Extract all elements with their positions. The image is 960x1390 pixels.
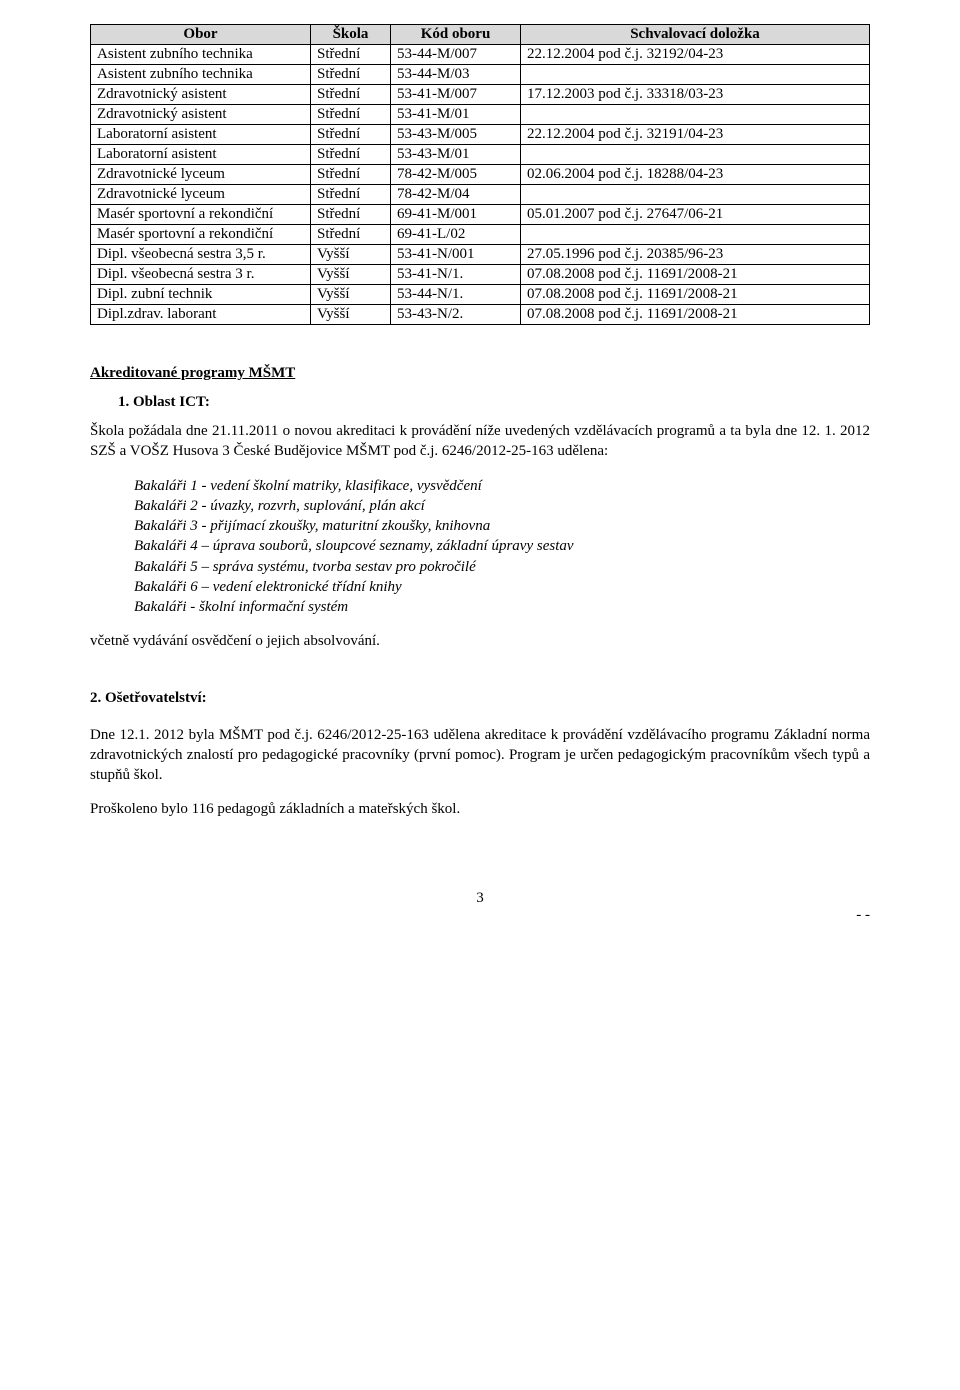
- table-cell: Vyšší: [311, 285, 391, 305]
- table-cell: Asistent zubního technika: [91, 45, 311, 65]
- table-cell: 27.05.1996 pod č.j. 20385/96-23: [521, 245, 870, 265]
- table-cell: Asistent zubního technika: [91, 65, 311, 85]
- ict-paragraph-1: Škola požádala dne 21.11.2011 o novou ak…: [90, 421, 870, 462]
- table-cell: Zdravotnické lyceum: [91, 165, 311, 185]
- table-cell: [521, 105, 870, 125]
- document-page: Obor Škola Kód oboru Schvalovací doložka…: [0, 0, 960, 954]
- ict-course-list: Bakaláři 1 - vedení školní matriky, klas…: [90, 476, 870, 618]
- col-header-kod: Kód oboru: [391, 25, 521, 45]
- fields-table: Obor Škola Kód oboru Schvalovací doložka…: [90, 24, 870, 325]
- table-cell: 07.08.2008 pod č.j. 11691/2008-21: [521, 285, 870, 305]
- table-cell: 17.12.2003 pod č.j. 33318/03-23: [521, 85, 870, 105]
- table-cell: 53-44-M/007: [391, 45, 521, 65]
- table-row: Asistent zubního technikaStřední53-44-M/…: [91, 45, 870, 65]
- table-cell: 07.08.2008 pod č.j. 11691/2008-21: [521, 305, 870, 325]
- table-cell: 53-41-M/01: [391, 105, 521, 125]
- table-row: Asistent zubního technikaStřední53-44-M/…: [91, 65, 870, 85]
- course-item: Bakaláři 3 - přijímací zkoušky, maturitn…: [134, 516, 870, 536]
- table-cell: Dipl. všeobecná sestra 3 r.: [91, 265, 311, 285]
- col-header-skola: Škola: [311, 25, 391, 45]
- table-cell: Střední: [311, 185, 391, 205]
- course-item: Bakaláři 4 – úprava souborů, sloupcové s…: [134, 536, 870, 556]
- table-row: Dipl. všeobecná sestra 3,5 r.Vyšší53-41-…: [91, 245, 870, 265]
- footer-corner: - -: [90, 907, 870, 924]
- col-header-obor: Obor: [91, 25, 311, 45]
- table-cell: Vyšší: [311, 245, 391, 265]
- osetrovatelstvi-heading: 2. Ošetřovatelství:: [90, 690, 870, 707]
- table-cell: Střední: [311, 105, 391, 125]
- table-cell: 22.12.2004 pod č.j. 32191/04-23: [521, 125, 870, 145]
- table-row: Zdravotnický asistentStřední53-41-M/01: [91, 105, 870, 125]
- table-cell: 53-44-M/03: [391, 65, 521, 85]
- table-cell: Vyšší: [311, 265, 391, 285]
- table-cell: 69-41-L/02: [391, 225, 521, 245]
- table-cell: Zdravotnický asistent: [91, 105, 311, 125]
- table-cell: 22.12.2004 pod č.j. 32192/04-23: [521, 45, 870, 65]
- table-cell: 53-44-N/1.: [391, 285, 521, 305]
- table-cell: Vyšší: [311, 305, 391, 325]
- table-cell: Střední: [311, 225, 391, 245]
- table-cell: 78-42-M/005: [391, 165, 521, 185]
- table-cell: Dipl. všeobecná sestra 3,5 r.: [91, 245, 311, 265]
- table-cell: 69-41-M/001: [391, 205, 521, 225]
- table-row: Laboratorní asistentStřední53-43-M/01: [91, 145, 870, 165]
- table-cell: Dipl. zubní technik: [91, 285, 311, 305]
- table-cell: 53-41-M/007: [391, 85, 521, 105]
- table-cell: Laboratorní asistent: [91, 125, 311, 145]
- table-cell: Střední: [311, 85, 391, 105]
- table-cell: 53-43-M/01: [391, 145, 521, 165]
- page-number: 3: [90, 890, 870, 907]
- table-cell: [521, 65, 870, 85]
- table-cell: [521, 145, 870, 165]
- table-cell: 07.08.2008 pod č.j. 11691/2008-21: [521, 265, 870, 285]
- section-title-akreditovane: Akreditované programy MŠMT: [90, 365, 870, 382]
- table-row: Dipl. všeobecná sestra 3 r.Vyšší53-41-N/…: [91, 265, 870, 285]
- table-cell: 53-41-N/1.: [391, 265, 521, 285]
- table-cell: 53-43-N/2.: [391, 305, 521, 325]
- table-cell: Zdravotnický asistent: [91, 85, 311, 105]
- table-cell: 78-42-M/04: [391, 185, 521, 205]
- table-cell: 53-43-M/005: [391, 125, 521, 145]
- table-cell: 02.06.2004 pod č.j. 18288/04-23: [521, 165, 870, 185]
- table-cell: Střední: [311, 45, 391, 65]
- col-header-dolozka: Schvalovací doložka: [521, 25, 870, 45]
- table-cell: Masér sportovní a rekondiční: [91, 225, 311, 245]
- table-row: Zdravotnický asistentStřední53-41-M/0071…: [91, 85, 870, 105]
- table-cell: Dipl.zdrav. laborant: [91, 305, 311, 325]
- osetrovatelstvi-paragraph-2: Proškoleno bylo 116 pedagogů základních …: [90, 799, 870, 819]
- table-cell: Zdravotnické lyceum: [91, 185, 311, 205]
- table-cell: Střední: [311, 65, 391, 85]
- table-cell: Masér sportovní a rekondiční: [91, 205, 311, 225]
- table-cell: [521, 185, 870, 205]
- table-row: Dipl.zdrav. laborantVyšší53-43-N/2.07.08…: [91, 305, 870, 325]
- table-row: Zdravotnické lyceumStřední78-42-M/00502.…: [91, 165, 870, 185]
- table-row: Masér sportovní a rekondičníStřední69-41…: [91, 225, 870, 245]
- table-cell: Střední: [311, 205, 391, 225]
- table-cell: Střední: [311, 145, 391, 165]
- course-item: Bakaláři 1 - vedení školní matriky, klas…: [134, 476, 870, 496]
- table-header-row: Obor Škola Kód oboru Schvalovací doložka: [91, 25, 870, 45]
- table-cell: Střední: [311, 165, 391, 185]
- table-cell: Laboratorní asistent: [91, 145, 311, 165]
- course-item: Bakaláři 2 - úvazky, rozvrh, suplování, …: [134, 496, 870, 516]
- table-row: Dipl. zubní technikVyšší53-44-N/1.07.08.…: [91, 285, 870, 305]
- table-cell: 53-41-N/001: [391, 245, 521, 265]
- table-cell: 05.01.2007 pod č.j. 27647/06-21: [521, 205, 870, 225]
- table-row: Zdravotnické lyceumStřední78-42-M/04: [91, 185, 870, 205]
- osetrovatelstvi-paragraph-1: Dne 12.1. 2012 byla MŠMT pod č.j. 6246/2…: [90, 725, 870, 786]
- course-item: Bakaláři 6 – vedení elektronické třídní …: [134, 577, 870, 597]
- course-item: Bakaláři 5 – správa systému, tvorba sest…: [134, 557, 870, 577]
- ict-heading: 1. Oblast ICT:: [118, 394, 870, 411]
- ict-paragraph-2: včetně vydávání osvědčení o jejich absol…: [90, 631, 870, 651]
- course-item: Bakaláři - školní informační systém: [134, 597, 870, 617]
- table-cell: Střední: [311, 125, 391, 145]
- table-cell: [521, 225, 870, 245]
- table-row: Laboratorní asistentStřední53-43-M/00522…: [91, 125, 870, 145]
- table-row: Masér sportovní a rekondičníStřední69-41…: [91, 205, 870, 225]
